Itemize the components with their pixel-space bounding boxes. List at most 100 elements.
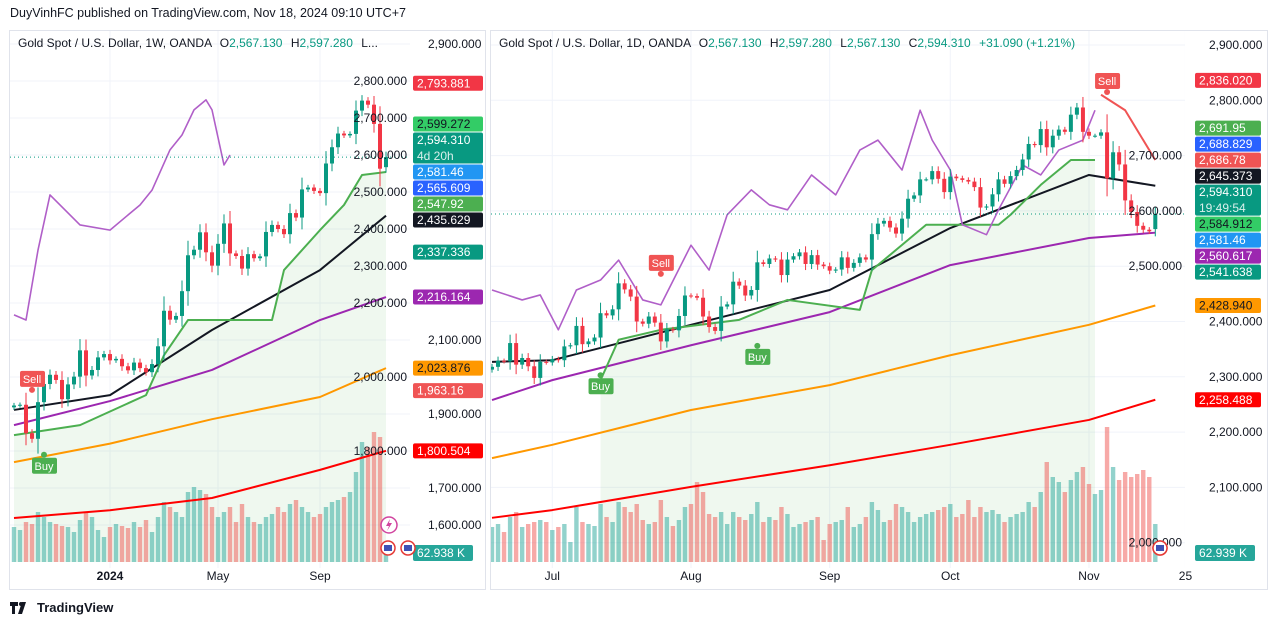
weekly-price-tag	[413, 289, 483, 305]
daily-candle	[701, 297, 706, 317]
daily-chart-panel[interactable]	[490, 30, 1268, 590]
weekly-volume-bar	[125, 528, 131, 562]
daily-volume-bar	[1147, 477, 1152, 562]
daily-volume-bar	[827, 524, 832, 562]
weekly-price-tag	[413, 164, 483, 180]
daily-volume-bar	[1026, 502, 1031, 562]
daily-candle	[857, 257, 862, 263]
daily-volume-bar	[857, 524, 863, 562]
daily-volume-bar	[519, 527, 525, 562]
daily-candle	[676, 315, 681, 331]
weekly-candle	[192, 249, 196, 256]
daily-candle	[839, 257, 844, 270]
weekly-volume-tag-label: 62.938 K	[417, 546, 465, 560]
daily-candle	[514, 343, 519, 365]
weekly-candle	[162, 310, 166, 347]
daily-close-value: 2,594.310	[917, 36, 971, 50]
tradingview-brand: TradingView	[37, 600, 114, 615]
daily-price-tag-label: 2,584.912	[1199, 217, 1253, 231]
daily-candle	[652, 316, 657, 323]
daily-volume-bar	[893, 504, 899, 562]
daily-candle	[502, 360, 507, 362]
daily-volume-bar	[978, 507, 983, 562]
daily-x-tick-label: Oct	[941, 569, 960, 583]
daily-volume-bar	[923, 514, 929, 562]
weekly-y-tick-label: 2,900.000	[428, 37, 482, 51]
weekly-chart-panel[interactable]	[9, 30, 486, 590]
daily-x-tick-label: Jul	[545, 569, 560, 583]
daily-x-tick-label: Nov	[1078, 569, 1099, 583]
weekly-candle	[324, 163, 328, 194]
daily-volume-bar	[990, 510, 995, 562]
daily-price-tag-label: 2,645.373	[1199, 169, 1253, 183]
daily-low-value: 2,567.130	[846, 36, 901, 50]
weekly-candle	[108, 354, 112, 361]
daily-volume-bar	[761, 522, 766, 562]
daily-sell-signal-dot	[657, 270, 664, 277]
daily-legend: Gold Spot / U.S. Dollar, 1D, OANDA O2,56…	[499, 36, 1075, 50]
weekly-volume-bar	[299, 507, 305, 562]
weekly-candle	[48, 374, 52, 385]
daily-price-tag	[1195, 297, 1261, 313]
weekly-volume-bar	[113, 524, 119, 562]
daily-candle	[1074, 107, 1079, 115]
daily-candle	[574, 325, 579, 346]
daily-candle	[1008, 176, 1013, 184]
weekly-candle	[252, 254, 256, 259]
weekly-volume-bar	[245, 517, 251, 562]
daily-volume-bar	[996, 514, 1001, 562]
daily-volume-bar	[580, 522, 585, 562]
daily-candle	[556, 359, 561, 361]
daily-volume-bar	[1038, 492, 1043, 562]
published-by-text: DuyVinhFC published on TradingView.com, …	[10, 6, 406, 20]
weekly-candle	[318, 190, 322, 194]
weekly-volume-bar	[197, 490, 203, 562]
weekly-price-tag-label: 2,547.92	[417, 197, 464, 211]
daily-sell-signal-label: Sell	[652, 258, 670, 270]
daily-volume-bar	[737, 517, 742, 562]
lightning-icon-glyph	[386, 519, 392, 531]
daily-volume-bar	[773, 520, 778, 562]
daily-volume-bar	[839, 520, 844, 562]
daily-candle	[803, 252, 808, 264]
weekly-volume-bar	[305, 512, 311, 562]
daily-volume-bar	[568, 542, 573, 562]
daily-volume-bar	[501, 532, 507, 562]
weekly-candle	[54, 374, 58, 380]
daily-plot-area: Buy Sell Buy Sell	[491, 31, 1185, 568]
weekly-candle	[270, 224, 274, 232]
weekly-y-tick-label: 2,700.000	[354, 111, 408, 125]
weekly-price-tag	[413, 132, 483, 164]
weekly-y-tick-label: 1,700.000	[428, 481, 482, 495]
daily-candle	[640, 321, 645, 324]
tradingview-logo[interactable]: TradingView	[10, 600, 113, 615]
weekly-y-tick-label: 2,200.000	[354, 296, 408, 310]
daily-volume-bar	[586, 524, 591, 562]
weekly-volume-bar	[173, 512, 179, 562]
daily-x-tick-label: Sep	[819, 569, 841, 583]
daily-candle	[954, 176, 959, 179]
daily-candle	[1093, 135, 1097, 137]
weekly-volume-bar	[239, 504, 245, 562]
daily-candle	[936, 171, 941, 179]
weekly-candle	[384, 157, 388, 168]
weekly-volume-bar	[281, 512, 287, 562]
daily-sell-signal	[648, 254, 674, 271]
daily-candle	[809, 255, 814, 264]
daily-candle	[978, 187, 983, 208]
daily-volume-bar	[948, 504, 953, 562]
weekly-volume-bar	[233, 522, 239, 562]
daily-candle	[785, 259, 790, 276]
weekly-y-tick-label: 2,400.000	[354, 222, 408, 236]
daily-candle	[863, 257, 868, 260]
weekly-volume-bar	[17, 530, 23, 562]
daily-candle	[894, 227, 899, 234]
daily-candle	[628, 289, 633, 297]
daily-y-tick-label: 2,800.000	[1209, 93, 1263, 107]
daily-volume-bar	[1074, 472, 1080, 562]
daily-candle	[773, 258, 778, 260]
weekly-candle	[156, 346, 160, 365]
daily-change-value: +31.090 (+1.21%)	[979, 36, 1076, 50]
weekly-high-value: 2,597.280	[299, 36, 353, 50]
daily-candle	[948, 176, 953, 193]
